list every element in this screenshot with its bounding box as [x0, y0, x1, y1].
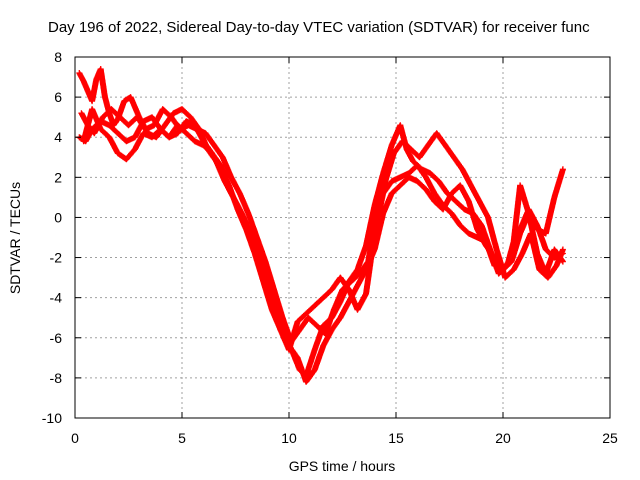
x-tick-label: 0 [71, 430, 79, 446]
y-tick-label: -6 [50, 330, 63, 346]
y-tick-label: 2 [54, 169, 62, 185]
series-track-c [78, 106, 566, 345]
y-tick-label: 8 [54, 49, 62, 65]
y-axis-label: SDTVAR / TECUs [7, 182, 23, 294]
series-track-d [80, 106, 566, 385]
x-tick-label: 5 [178, 430, 186, 446]
y-tick-label: -10 [42, 410, 62, 426]
axis-ticks [74, 56, 611, 419]
y-tick-label: 6 [54, 89, 62, 105]
x-tick-label: 15 [388, 430, 404, 446]
data-series [76, 66, 566, 385]
y-tick-label: 0 [54, 209, 62, 225]
x-tick-label: 25 [602, 430, 618, 446]
y-tick-label: -4 [50, 290, 63, 306]
y-tick-label: 4 [54, 129, 62, 145]
x-tick-label: 10 [281, 430, 297, 446]
chart-title: Day 196 of 2022, Sidereal Day-to-day VTE… [48, 19, 590, 36]
x-tick-label: 20 [495, 430, 511, 446]
y-tick-label: -8 [50, 370, 63, 386]
x-axis-label: GPS time / hours [289, 458, 396, 474]
y-tick-label: -2 [50, 250, 63, 266]
plot-frame [74, 56, 611, 419]
tick-labels: 0 5 10 15 20 25 -10 -8 -6 -4 -2 0 2 4 6 8 [42, 49, 618, 446]
